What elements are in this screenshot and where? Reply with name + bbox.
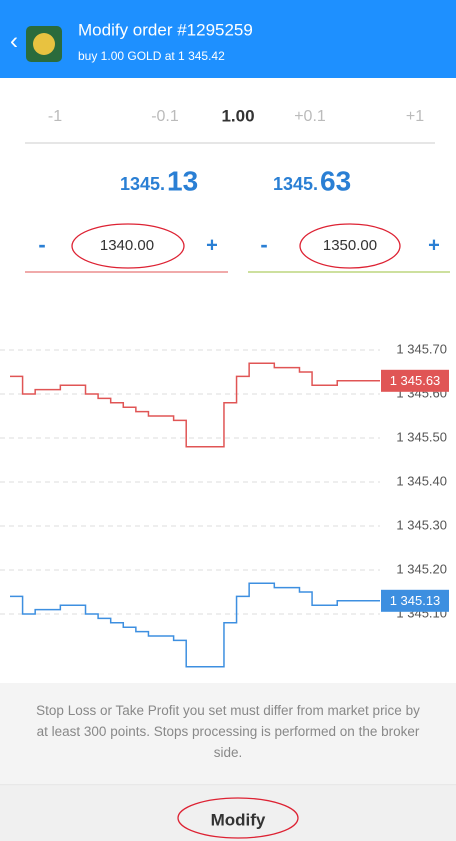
annotation-ellipse [177,797,299,839]
notice-text: Stop Loss or Take Profit you set must di… [36,703,420,760]
bid-price-tail: 13 [167,165,198,196]
price-line [10,582,380,668]
volume-step[interactable]: -1 [48,108,62,125]
header-subtitle: buy 1.00 GOLD at 1 345.42 [78,49,225,63]
y-tick-label: 1 345.20 [396,561,447,576]
bid-price-head: 1345. [120,174,165,194]
annotation-ellipse [71,223,185,269]
back-button[interactable]: ‹ [10,27,18,54]
price-line [10,362,380,448]
sl-minus[interactable]: - [38,232,45,257]
tp-minus[interactable]: - [260,232,267,257]
price-badge-label: 1 345.63 [390,373,441,388]
annotation-ellipse [299,223,401,269]
tp-value[interactable]: 1350.00 [323,237,377,254]
volume-step[interactable]: +0.1 [294,108,326,125]
modify-button-area[interactable] [0,786,456,841]
modify-button[interactable]: Modify [211,810,266,829]
price-badge [381,589,449,612]
volume-step[interactable]: -0.1 [151,108,179,125]
ask-price-tail: 63 [320,165,351,196]
header-title: Modify order #1295259 [78,20,253,39]
app-icon-coin [33,33,55,55]
price-badge [381,369,449,392]
notice-panel [0,683,456,785]
volume-step[interactable]: +1 [406,108,424,125]
y-tick-label: 1 345.30 [396,517,447,532]
sl-plus[interactable]: + [206,234,218,256]
tp-plus[interactable]: + [428,234,440,256]
volume-step: 1.00 [221,106,254,125]
ask-price-head: 1345. [273,174,318,194]
sl-value[interactable]: 1340.00 [100,237,154,254]
price-badge-label: 1 345.13 [390,593,441,608]
y-tick-label: 1 345.70 [396,341,447,356]
header-bar [0,0,456,78]
y-tick-label: 1 345.50 [396,429,447,444]
y-tick-label: 1 345.40 [396,473,447,488]
